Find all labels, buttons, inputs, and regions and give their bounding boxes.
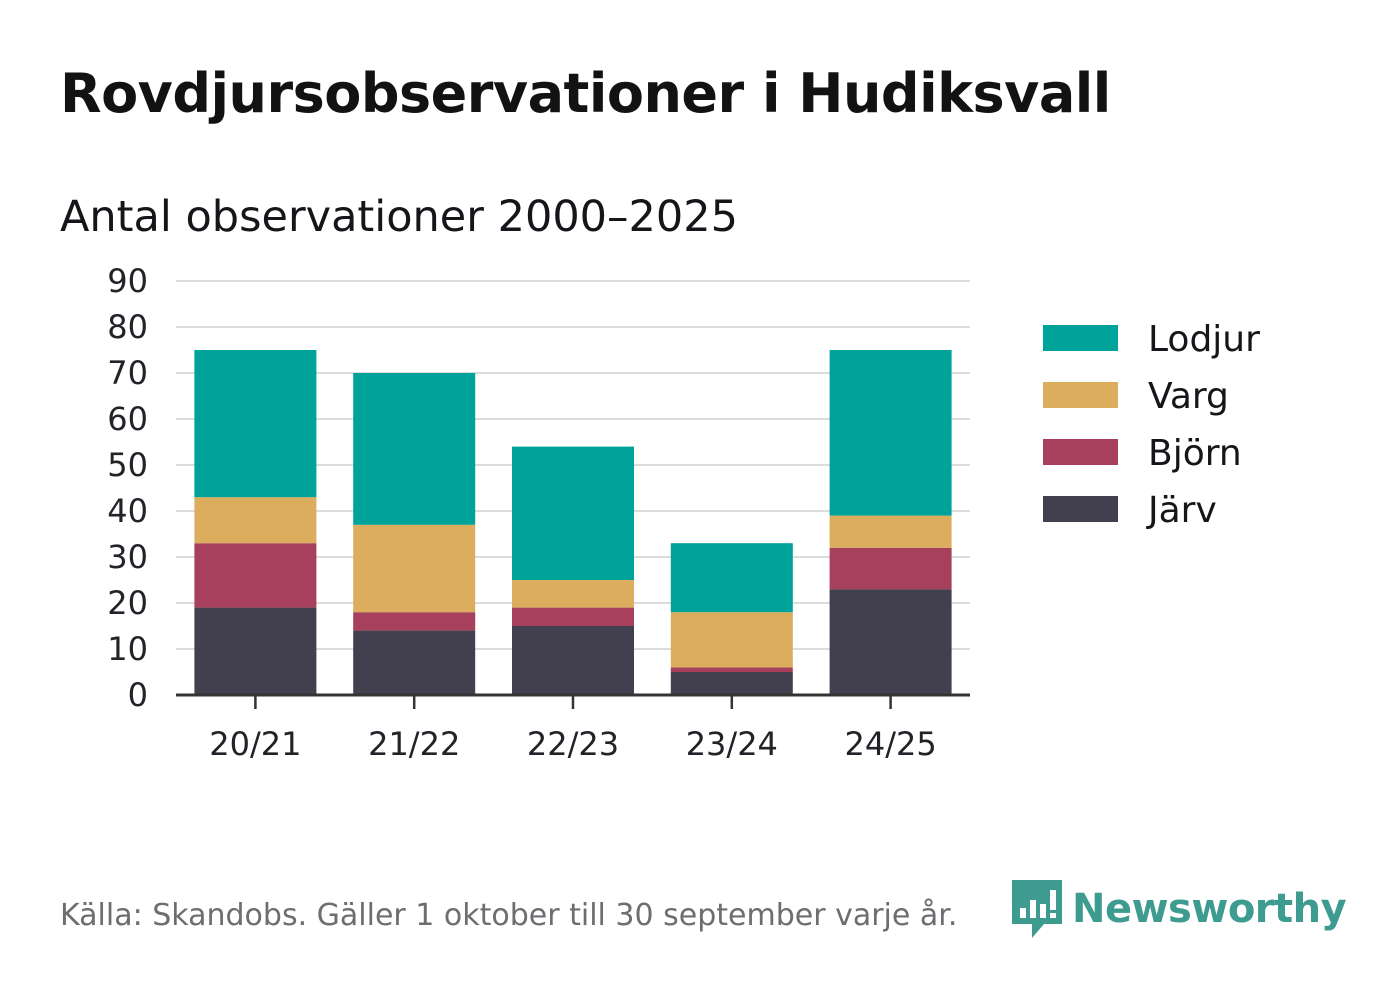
x-tick-label: 24/25 [844, 725, 936, 763]
bar-järv-21-22 [353, 630, 476, 695]
bar-lodjur-23-24 [670, 543, 793, 613]
bar-lodjur-24-25 [829, 350, 952, 516]
legend-swatch-järv [1043, 496, 1118, 522]
x-tick-label: 21/22 [368, 725, 460, 763]
x-tick-label: 23/24 [686, 725, 778, 763]
y-tick-label: 10 [107, 630, 148, 668]
source-note: Källa: Skandobs. Gäller 1 oktober till 3… [60, 898, 958, 933]
bar-lodjur-21-22 [353, 373, 476, 525]
legend-swatch-björn [1043, 439, 1118, 465]
y-tick-label: 0 [128, 676, 148, 714]
chart-subtitle: Antal observationer 2000–2025 [60, 192, 738, 242]
y-tick-label: 50 [107, 446, 148, 484]
x-tick-label: 22/23 [527, 725, 619, 763]
legend-swatch-lodjur [1043, 325, 1118, 351]
x-tick-label: 20/21 [209, 725, 301, 763]
bar-björn-24-25 [829, 547, 952, 590]
bar-varg-20-21 [194, 497, 317, 544]
legend-label-lodjur: Lodjur [1148, 319, 1260, 360]
legend-swatch-varg [1043, 382, 1118, 408]
y-tick-label: 70 [107, 354, 148, 392]
bar-järv-20-21 [194, 607, 317, 695]
y-tick-label: 20 [107, 584, 148, 622]
y-tick-label: 30 [107, 538, 148, 576]
y-tick-label: 90 [107, 262, 148, 300]
bar-varg-23-24 [670, 612, 793, 668]
y-tick-label: 60 [107, 400, 148, 438]
bar-järv-24-25 [829, 589, 952, 695]
y-tick-labels: 0 10 20 30 40 50 60 70 80 90 [107, 262, 148, 714]
bar-järv-22-23 [512, 626, 634, 695]
newsworthy-logo-icon [1012, 880, 1062, 938]
legend-label-järv: Järv [1146, 490, 1217, 531]
x-tick-labels: 20/21 21/22 22/23 23/24 24/25 [209, 725, 936, 763]
brand-name: Newsworthy [1072, 886, 1347, 932]
y-tick-label: 80 [107, 308, 148, 346]
bar-varg-22-23 [512, 580, 634, 608]
bar-björn-21-22 [353, 612, 476, 631]
legend-label-varg: Varg [1148, 376, 1229, 417]
legend: Lodjur Varg Björn Järv [1043, 319, 1260, 531]
axes [176, 693, 970, 709]
chart-title: Rovdjursobservationer i Hudiksvall [60, 62, 1111, 125]
legend-label-björn: Björn [1148, 433, 1242, 474]
bar-varg-21-22 [353, 524, 476, 613]
bar-lodjur-22-23 [512, 446, 634, 580]
bar-björn-22-23 [512, 607, 634, 626]
bar-järv-23-24 [670, 672, 793, 695]
brand: Newsworthy [1010, 878, 1347, 940]
y-tick-label: 40 [107, 492, 148, 530]
bar-björn-20-21 [194, 543, 317, 608]
bars [194, 350, 952, 695]
bar-lodjur-20-21 [194, 350, 317, 498]
bar-björn-23-24 [670, 667, 793, 672]
bar-varg-24-25 [829, 515, 952, 548]
